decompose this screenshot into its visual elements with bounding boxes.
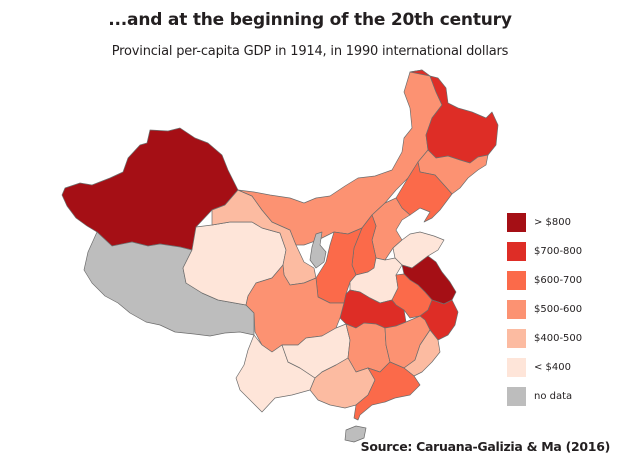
legend-item-lt400: < $400 [507,353,582,382]
legend-item-500-600: $500-600 [507,295,582,324]
region-zhejiang [419,299,459,341]
legend-swatch [507,358,526,377]
region-fujian [403,329,441,377]
legend-item-gt800: > $800 [507,208,582,237]
legend-swatch [507,387,526,406]
legend-label: $600-700 [534,275,583,286]
legend-label: no data [534,391,573,402]
chart-title: ...and at the beginning of the 20th cent… [108,10,512,30]
legend-item-400-500: $400-500 [507,324,582,353]
legend-swatch [507,242,526,261]
legend-label: $400-500 [534,333,583,344]
legend: > $800 $700-800 $600-700 $500-600 $400-5… [507,208,582,411]
legend-item-700-800: $700-800 [507,237,582,266]
region-sichuan [245,264,345,353]
legend-swatch [507,213,526,232]
legend-item-600-700: $600-700 [507,266,582,295]
region-yunnan [235,334,316,413]
legend-label: > $800 [534,217,572,228]
region-tibet [83,231,255,337]
legend-swatch [507,271,526,290]
region-guangdong [353,361,421,421]
legend-label: < $400 [534,362,572,373]
region-hainan [344,425,367,443]
legend-item-no-data: no data [507,382,582,411]
legend-label: $700-800 [534,246,583,257]
legend-swatch [507,300,526,319]
legend-swatch [507,329,526,348]
chart-subtitle: Provincial per-capita GDP in 1914, in 19… [111,44,509,59]
source-note: Source: Caruana-Galizia & Ma (2016) [360,439,611,454]
region-ningxia [309,231,327,269]
legend-label: $500-600 [534,304,583,315]
region-hunan [345,322,391,373]
